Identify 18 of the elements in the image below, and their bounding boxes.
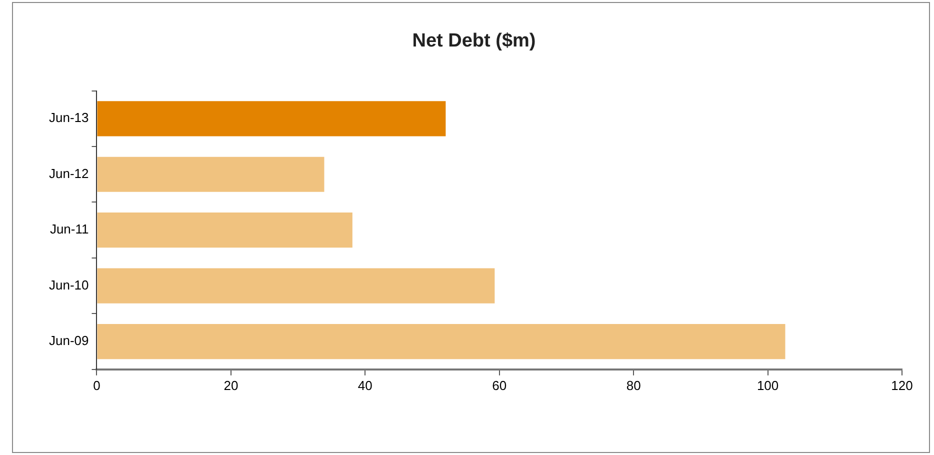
bar bbox=[97, 324, 786, 360]
bar bbox=[97, 268, 495, 304]
x-tick-label: 80 bbox=[626, 378, 641, 393]
bar bbox=[97, 212, 352, 248]
x-tick-label: 0 bbox=[93, 378, 100, 393]
y-tick-label: Jun-09 bbox=[49, 333, 89, 348]
x-tick-label: 40 bbox=[358, 378, 372, 393]
y-tick-label: Jun-11 bbox=[50, 222, 89, 237]
x-tick-label: 100 bbox=[756, 378, 779, 393]
chart-title: Net Debt ($m) bbox=[412, 30, 536, 52]
y-tick-label: Jun-10 bbox=[49, 277, 89, 292]
x-tick-label: 60 bbox=[492, 378, 507, 393]
x-tick-label: 20 bbox=[224, 378, 238, 393]
y-tick-label: Jun-12 bbox=[49, 166, 89, 181]
y-tick-label: Jun-13 bbox=[49, 110, 89, 126]
x-tick-label: 120 bbox=[891, 378, 913, 393]
bar bbox=[97, 156, 324, 192]
bar bbox=[97, 101, 446, 136]
